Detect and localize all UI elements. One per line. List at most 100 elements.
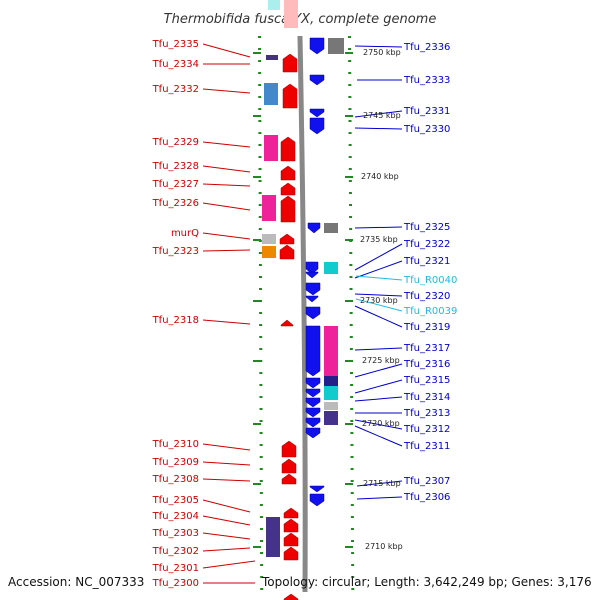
tick-mark	[350, 504, 354, 506]
ortholog-box	[328, 38, 344, 54]
gene-label-tfu_2307[interactable]: Tfu_2307	[403, 476, 450, 487]
ortholog-box	[324, 411, 338, 425]
gene-label-tfu_2323[interactable]: Tfu_2323	[152, 246, 199, 257]
tick-mark	[253, 546, 261, 548]
reverse-gene-arrow	[309, 74, 325, 86]
gene-label-tfu_2334[interactable]: Tfu_2334	[152, 59, 199, 70]
tick-mark	[348, 72, 352, 74]
leader-line	[354, 363, 403, 378]
tick-mark	[349, 288, 353, 290]
ortholog-box	[262, 234, 276, 244]
tick-mark	[253, 360, 261, 362]
leader-line	[354, 127, 403, 130]
gene-label-tfu_r0039[interactable]: Tfu_R0039	[403, 306, 457, 317]
tick-mark	[348, 156, 352, 158]
gene-label-tfu_r0040[interactable]: Tfu_R0040	[403, 275, 457, 286]
tick-mark	[258, 48, 262, 50]
tick-mark	[253, 483, 261, 485]
gene-label-tfu_2309[interactable]: Tfu_2309	[152, 457, 199, 468]
tick-mark	[345, 483, 353, 485]
tick-mark	[253, 52, 261, 54]
tick-mark	[348, 192, 352, 194]
tick-mark	[258, 180, 262, 182]
reverse-gene-arrow	[305, 295, 319, 303]
tick-mark	[258, 216, 262, 218]
tick-mark	[258, 84, 262, 86]
gene-label-tfu_2315[interactable]: Tfu_2315	[403, 375, 450, 386]
reverse-gene-arrow	[309, 117, 325, 135]
kbp-label: 2715 kbp	[363, 479, 401, 488]
tick-mark	[260, 540, 264, 542]
leader-line	[355, 275, 403, 281]
tick-mark	[345, 176, 353, 178]
gene-label-tfu_2332[interactable]: Tfu_2332	[152, 84, 199, 95]
gene-label-tfu_2314[interactable]: Tfu_2314	[403, 392, 450, 403]
reverse-gene-arrow	[309, 37, 325, 55]
leader-line	[202, 319, 251, 325]
tick-mark	[350, 420, 354, 422]
gene-label-tfu_2325[interactable]: Tfu_2325	[403, 222, 450, 233]
tick-mark	[259, 432, 263, 434]
gene-label-tfu_2311[interactable]: Tfu_2311	[403, 441, 450, 452]
tick-mark	[349, 216, 353, 218]
left-labels[interactable]: Tfu_2335 Tfu_2334 Tfu_2332 Tfu_2329 Tfu_2328…	[152, 39, 200, 589]
tick-mark	[348, 36, 351, 38]
leader-line	[354, 379, 403, 394]
kbp-label: 2745 kbp	[363, 111, 401, 120]
leader-line	[202, 560, 256, 569]
gene-label-tfu_2312[interactable]: Tfu_2312	[403, 424, 450, 435]
tick-mark	[351, 552, 355, 554]
right-labels[interactable]: Tfu_2336 Tfu_2333 Tfu_2331 Tfu_2330 Tfu_2325…	[403, 42, 457, 503]
tick-mark	[259, 420, 263, 422]
tick-mark	[259, 492, 263, 494]
gene-label-murq[interactable]: murQ	[171, 228, 199, 239]
tick-mark	[259, 288, 263, 290]
gene-label-tfu_2318[interactable]: Tfu_2318	[152, 315, 199, 326]
gene-label-tfu_2313[interactable]: Tfu_2313	[403, 408, 450, 419]
gene-label-tfu_2321[interactable]: Tfu_2321	[403, 256, 450, 267]
gene-label-tfu_2301[interactable]: Tfu_2301	[152, 563, 199, 574]
gene-label-tfu_2331[interactable]: Tfu_2331	[403, 106, 450, 117]
leader-line	[354, 226, 403, 229]
gene-label-tfu_2335[interactable]: Tfu_2335	[152, 39, 199, 50]
gene-label-tfu_2308[interactable]: Tfu_2308	[152, 474, 199, 485]
gene-label-tfu_2302[interactable]: Tfu_2302	[152, 546, 199, 557]
tick-mark	[349, 204, 353, 206]
gene-label-tfu_2310[interactable]: Tfu_2310	[152, 439, 199, 450]
tick-mark	[253, 176, 261, 178]
tick-mark	[350, 468, 354, 470]
leader-line	[202, 499, 251, 513]
forward-gene-arrow	[280, 165, 296, 181]
leader-line	[355, 298, 403, 312]
tick-mark	[350, 492, 354, 494]
ortholog-box	[266, 55, 278, 60]
gene-label-tfu_2328[interactable]: Tfu_2328	[152, 161, 199, 172]
gene-label-tfu_2333[interactable]: Tfu_2333	[403, 75, 450, 86]
tick-mark	[259, 408, 263, 410]
forward-gene-arrow	[282, 83, 298, 109]
gene-label-tfu_2316[interactable]: Tfu_2316	[403, 359, 450, 370]
leader-line	[202, 165, 251, 173]
gene-label-tfu_2330[interactable]: Tfu_2330	[403, 124, 450, 135]
gene-label-tfu_2320[interactable]: Tfu_2320	[403, 291, 450, 302]
gene-label-tfu_2303[interactable]: Tfu_2303	[152, 528, 199, 539]
tick-mark	[348, 84, 352, 86]
accession-text: Accession: NC_007333	[8, 575, 145, 589]
gene-label-tfu_2300[interactable]: Tfu_2300	[152, 578, 199, 589]
tick-mark	[348, 180, 352, 182]
kbp-label: 2730 kbp	[360, 296, 398, 305]
gene-label-tfu_2319[interactable]: Tfu_2319	[403, 322, 450, 333]
gene-label-tfu_2327[interactable]: Tfu_2327	[152, 179, 199, 190]
gene-label-tfu_2304[interactable]: Tfu_2304	[152, 511, 199, 522]
gene-label-tfu_2306[interactable]: Tfu_2306	[403, 492, 450, 503]
gene-features	[262, 0, 344, 600]
tick-mark	[258, 60, 262, 62]
gene-label-tfu_2317[interactable]: Tfu_2317	[403, 343, 450, 354]
tick-mark	[258, 132, 262, 134]
gene-label-tfu_2326[interactable]: Tfu_2326	[152, 198, 199, 209]
gene-label-tfu_2329[interactable]: Tfu_2329	[152, 137, 199, 148]
gene-label-tfu_2322[interactable]: Tfu_2322	[403, 239, 450, 250]
gene-label-tfu_2336[interactable]: Tfu_2336	[403, 42, 450, 53]
reverse-gene-arrow	[305, 427, 321, 439]
gene-label-tfu_2305[interactable]: Tfu_2305	[152, 495, 199, 506]
